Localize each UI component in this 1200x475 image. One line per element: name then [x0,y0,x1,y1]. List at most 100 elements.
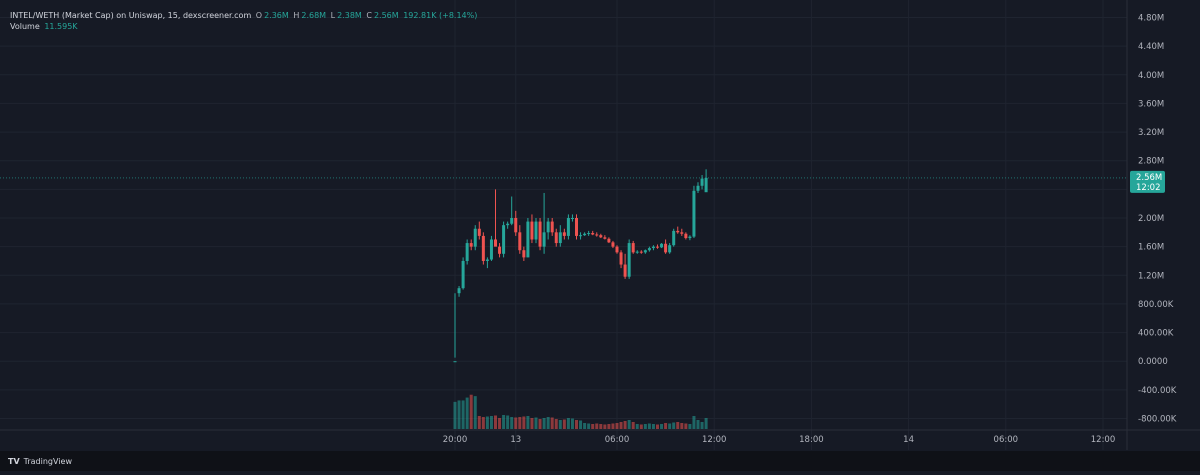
volume-bar [692,416,696,429]
x-tick-label: 14 [903,435,914,445]
symbol-title[interactable]: INTEL/WETH (Market Cap) on Uniswap, 15, … [10,11,252,20]
countdown-value: 12:02 [1136,183,1161,193]
y-tick-label: 4.40M [1138,42,1164,52]
tradingview-logo[interactable]: TV TradingView [8,457,72,466]
last-price-tag [1130,170,1165,193]
candle-body [558,232,562,244]
candle-body [635,251,639,253]
low-value: 2.38M [337,11,362,20]
candle-body [692,190,696,237]
candle-body [518,232,522,251]
volume-bar [494,415,497,429]
candle-body [562,232,566,236]
candle-body [579,235,583,237]
candle-body [672,230,676,246]
volume-bar [506,415,510,429]
x-tick-label: 12:00 [702,435,727,445]
y-tick-label: 0.0000 [1138,357,1168,367]
y-tick-label: 400.00K [1138,329,1174,339]
y-tick-label: -400.00K [1138,386,1177,396]
candle-body [595,234,599,236]
volume-bar [676,422,680,429]
volume-bar [660,424,664,429]
y-tick-label: 3.20M [1138,128,1164,138]
volume-bar [550,417,554,429]
candle-body [461,260,465,289]
volume-bar [607,424,611,429]
candle-body [704,177,708,193]
candle-body [538,221,542,247]
volume-bar [595,423,599,429]
ohlc-legend: INTEL/WETH (Market Cap) on Uniswap, 15, … [10,11,479,21]
last-price-value: 2.56M [1136,173,1162,183]
candle-body [656,246,659,248]
volume-bar [700,422,704,429]
volume-bar [538,419,542,429]
volume-bar [668,423,672,429]
volume-bar [542,418,546,429]
y-tick-label: 2.80M [1138,157,1164,167]
volume-bar [619,422,623,429]
candle-body [611,242,615,247]
volume-bar [623,421,627,429]
candle-body [526,221,530,258]
volume-bar [651,424,655,429]
volume-bar [599,424,603,429]
tradingview-name: TradingView [23,457,72,466]
volume-label[interactable]: Volume [10,22,40,31]
volume-bar [583,423,587,429]
footer-bar: TV TradingView [0,451,1200,471]
candle-body [651,246,655,249]
candle-body [615,246,619,253]
x-tick-label: 06:00 [605,435,630,445]
volume-bar [647,423,651,429]
candle-body [473,228,477,247]
volume-bar [570,418,574,429]
volume-bar [631,422,635,429]
x-tick-label: 13 [510,435,521,445]
volume-bar [518,417,522,429]
volume-bar [546,417,550,429]
candle-body [506,223,510,226]
candle-body [591,233,595,235]
volume-bar [611,423,615,429]
x-tick-label: 20:00 [443,435,468,445]
change-value: 192.81K (+8.14%) [403,11,478,20]
volume-bar [672,422,676,429]
volume-bar [502,415,506,429]
volume-bar [522,416,526,429]
close-value: 2.56M [373,11,399,20]
candle-body [494,239,497,247]
y-tick-label: 1.60M [1138,243,1164,253]
volume-bar [591,424,595,429]
candle-body [676,230,680,233]
volume-bar [615,423,619,429]
volume-bar [579,420,583,429]
volume-bar [627,420,631,429]
candle-body [489,239,493,260]
volume-bar [461,400,465,429]
candle-body [453,361,457,363]
candle-body [522,250,526,258]
candle-body [546,221,550,233]
volume-bar [643,424,647,429]
candle-body [647,248,651,251]
candle-body [627,243,631,277]
volume-legend: Volume 11.595K [10,22,80,32]
candle-body [643,250,647,253]
y-tick-label: 4.00M [1138,71,1164,81]
candle-body [457,288,461,294]
volume-bar [704,418,708,429]
x-tick-label: 12:00 [1091,435,1116,445]
candle-body [668,245,672,253]
volume-bar [465,397,469,429]
candle-body [639,251,643,253]
high-label: H [293,11,300,20]
candle-body [550,221,554,233]
volume-bar [664,423,668,429]
volume-bar [696,420,700,429]
candle-body [566,218,570,236]
volume-bar [514,417,518,429]
